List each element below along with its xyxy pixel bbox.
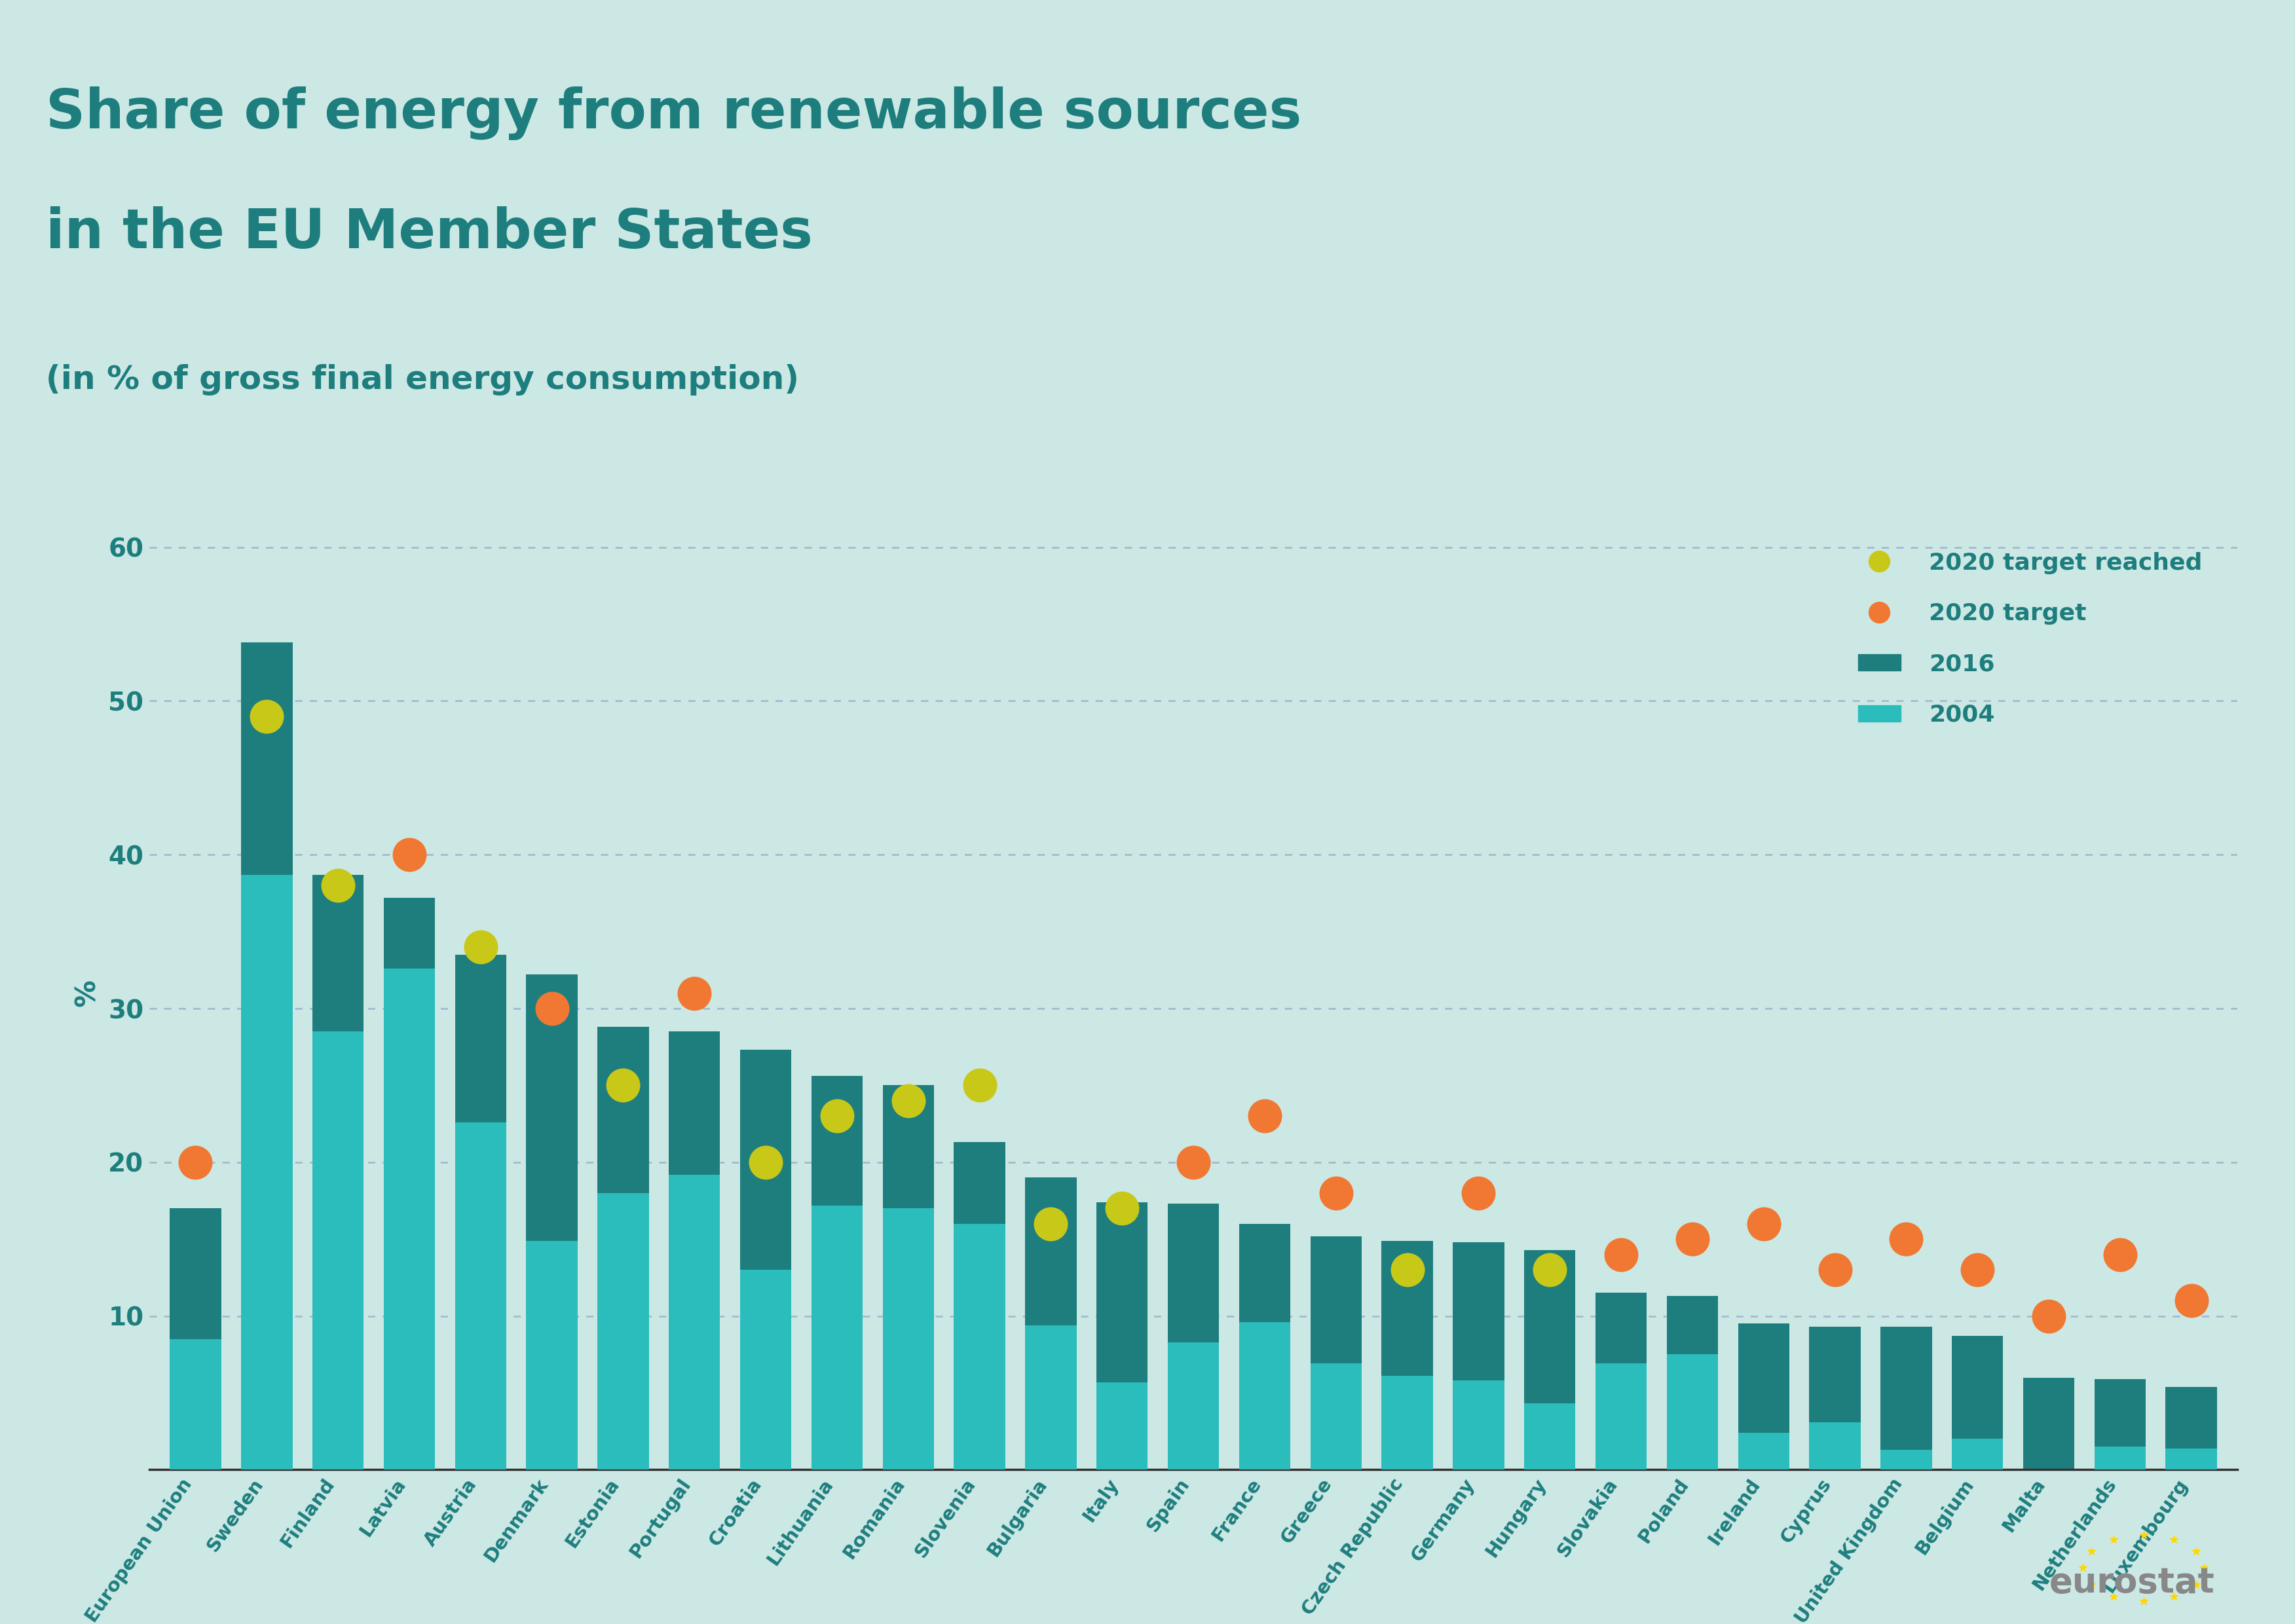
Point bbox=[390, 841, 427, 867]
Bar bbox=[383, 898, 436, 1470]
Bar bbox=[1382, 1376, 1432, 1470]
Bar bbox=[2166, 1387, 2217, 1470]
Point bbox=[1602, 1241, 1639, 1267]
Bar bbox=[526, 974, 578, 1470]
Bar bbox=[1666, 1354, 1719, 1470]
Bar bbox=[1524, 1403, 1574, 1470]
Point bbox=[1246, 1103, 1283, 1129]
Point bbox=[319, 872, 356, 898]
Point bbox=[890, 1088, 927, 1114]
Point bbox=[1104, 1195, 1141, 1221]
Point bbox=[1960, 1257, 1997, 1283]
Bar bbox=[668, 1031, 721, 1470]
Bar bbox=[526, 1241, 578, 1470]
Bar bbox=[1026, 1325, 1076, 1470]
Point bbox=[2031, 1302, 2068, 1328]
Bar bbox=[1310, 1236, 1361, 1470]
Bar bbox=[1310, 1364, 1361, 1470]
Bar bbox=[1524, 1250, 1574, 1470]
Bar bbox=[2166, 1449, 2217, 1470]
Text: (in % of gross final energy consumption): (in % of gross final energy consumption) bbox=[46, 364, 799, 396]
Bar bbox=[1097, 1202, 1148, 1470]
Point bbox=[1818, 1257, 1854, 1283]
Point bbox=[1744, 1212, 1781, 1237]
Bar bbox=[170, 1208, 220, 1470]
Bar bbox=[1239, 1224, 1290, 1470]
Bar bbox=[312, 1031, 363, 1470]
Bar bbox=[2095, 1379, 2146, 1470]
Bar bbox=[1808, 1423, 1861, 1470]
Bar bbox=[1239, 1322, 1290, 1470]
Point bbox=[1531, 1257, 1567, 1283]
Bar bbox=[812, 1077, 863, 1470]
Bar bbox=[1453, 1242, 1503, 1470]
Bar bbox=[955, 1224, 1005, 1470]
Point bbox=[1673, 1226, 1710, 1252]
Point bbox=[1388, 1257, 1425, 1283]
Point bbox=[177, 1150, 213, 1176]
Bar bbox=[2095, 1447, 2146, 1470]
Bar bbox=[2024, 1377, 2075, 1470]
Bar bbox=[597, 1194, 649, 1470]
Point bbox=[461, 934, 498, 960]
Text: Share of energy from renewable sources: Share of energy from renewable sources bbox=[46, 86, 1301, 140]
Bar bbox=[1097, 1382, 1148, 1470]
Legend: 2020 target reached, 2020 target, 2016, 2004: 2020 target reached, 2020 target, 2016, … bbox=[1834, 528, 2226, 750]
Bar bbox=[1808, 1327, 1861, 1470]
Bar bbox=[454, 955, 507, 1470]
Bar bbox=[1382, 1241, 1432, 1470]
Point bbox=[819, 1103, 856, 1129]
Point bbox=[1317, 1181, 1354, 1207]
Point bbox=[677, 979, 714, 1005]
Bar bbox=[1026, 1177, 1076, 1470]
Bar bbox=[1595, 1293, 1648, 1470]
Bar bbox=[241, 875, 291, 1470]
Bar bbox=[1737, 1324, 1790, 1470]
Bar bbox=[1595, 1364, 1648, 1470]
Point bbox=[1889, 1226, 1926, 1252]
Bar bbox=[1880, 1450, 1932, 1470]
Bar bbox=[1737, 1432, 1790, 1470]
Point bbox=[1033, 1212, 1069, 1237]
Bar bbox=[1666, 1296, 1719, 1470]
Point bbox=[2102, 1241, 2139, 1267]
Bar bbox=[739, 1270, 792, 1470]
Text: in the EU Member States: in the EU Member States bbox=[46, 206, 812, 260]
Bar bbox=[597, 1026, 649, 1470]
Text: eurostat: eurostat bbox=[2049, 1566, 2215, 1600]
Point bbox=[748, 1150, 785, 1176]
Bar bbox=[1453, 1380, 1503, 1470]
Bar bbox=[454, 1122, 507, 1470]
Bar bbox=[241, 643, 291, 1470]
Point bbox=[606, 1072, 643, 1098]
Point bbox=[962, 1072, 998, 1098]
Bar bbox=[739, 1051, 792, 1470]
Bar bbox=[955, 1142, 1005, 1470]
Bar bbox=[312, 875, 363, 1470]
Bar bbox=[170, 1340, 220, 1470]
Bar bbox=[1951, 1337, 2004, 1470]
Point bbox=[1175, 1150, 1212, 1176]
Bar bbox=[1168, 1341, 1219, 1470]
Bar bbox=[884, 1085, 934, 1470]
Point bbox=[248, 703, 285, 729]
Point bbox=[2173, 1288, 2210, 1314]
Point bbox=[532, 996, 569, 1021]
Bar bbox=[1168, 1203, 1219, 1470]
Bar bbox=[668, 1174, 721, 1470]
Bar bbox=[812, 1205, 863, 1470]
Bar bbox=[383, 968, 436, 1470]
Bar bbox=[1880, 1327, 1932, 1470]
Y-axis label: %: % bbox=[73, 979, 101, 1007]
Point bbox=[1460, 1181, 1496, 1207]
Bar bbox=[884, 1208, 934, 1470]
Bar bbox=[1951, 1439, 2004, 1470]
